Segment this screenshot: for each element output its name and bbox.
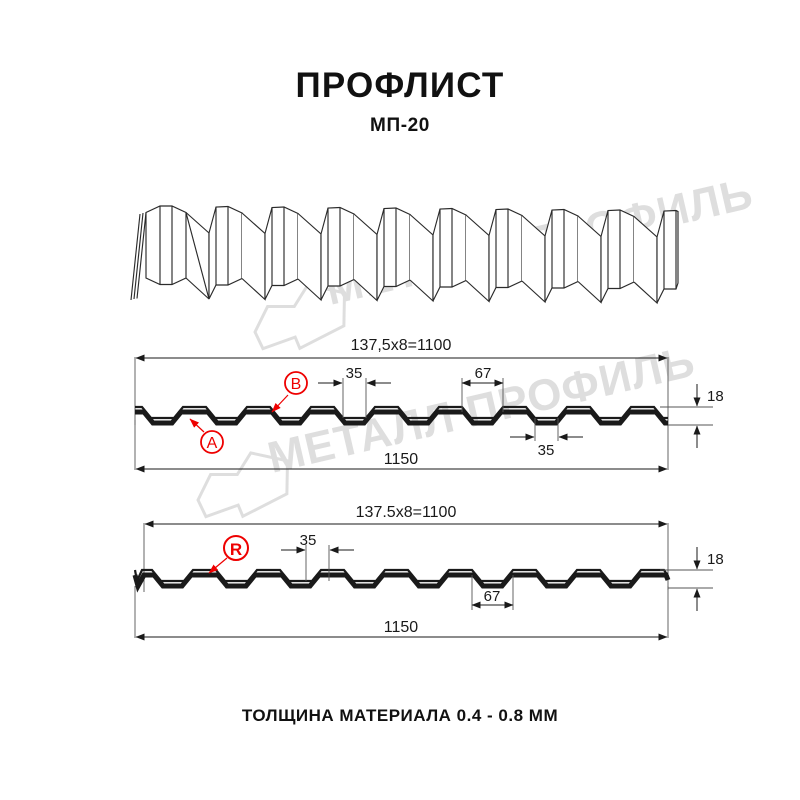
profile-outline: [135, 405, 668, 426]
dimension-overall-width: 1150: [135, 619, 668, 641]
dimension-overall-width-label: 1150: [384, 619, 419, 636]
dimension-pitch-total-label: 137.5x8=1100: [356, 504, 457, 521]
material-thickness-note: ТОЛЩИНА МАТЕРИАЛА 0.4 - 0.8 ММ: [241, 706, 559, 725]
page-title: ПРОФЛИСТ: [295, 66, 505, 105]
dimension-rib-spacing: 67: [471, 575, 514, 610]
dimension-rib-width-lower-label: 35: [538, 442, 555, 459]
dimension-rib-width: 35: [281, 532, 354, 581]
dimension-profile-height: 18: [660, 384, 724, 448]
cross-section-roof-mount: 137.5x8=1100 1150 35: [132, 504, 724, 641]
callout-a: A: [189, 418, 224, 454]
callout-a-label: A: [207, 435, 218, 452]
dimension-rib-spacing: 67: [461, 365, 504, 412]
callout-b: B: [271, 371, 308, 413]
dimension-rib-width-lower: 35: [510, 418, 583, 459]
dimension-profile-height: 18: [660, 547, 724, 611]
profile-outline: [132, 568, 671, 593]
dimension-pitch-total: 137.5x8=1100: [144, 504, 668, 528]
dimension-pitch-total: 137,5x8=1100: [135, 337, 668, 362]
dimension-rib-spacing-label: 67: [484, 588, 501, 605]
page-subtitle: МП-20: [370, 115, 430, 136]
dimension-profile-height-label: 18: [707, 388, 724, 405]
dimension-overall-width-label: 1150: [384, 451, 419, 468]
isometric-profile-view: [130, 205, 679, 305]
dimension-rib-width-upper-label: 35: [346, 365, 363, 382]
dimension-pitch-total-label: 137,5x8=1100: [351, 337, 452, 354]
cross-section-wall-mount: 137,5x8=1100 1150 35: [134, 337, 724, 473]
callout-r-label: R: [230, 540, 242, 559]
dimension-overall-width: 1150: [135, 451, 668, 473]
callout-b-label: B: [291, 376, 302, 393]
dimension-rib-width-upper: 35: [318, 365, 391, 418]
watermark-lower: МЕТАЛЛ ПРОФИЛЬ: [196, 337, 700, 519]
dimension-rib-spacing-label: 67: [475, 365, 492, 382]
dimension-profile-height-label: 18: [707, 551, 724, 568]
dimension-rib-width-label: 35: [300, 532, 317, 549]
callout-r: R: [208, 535, 249, 574]
